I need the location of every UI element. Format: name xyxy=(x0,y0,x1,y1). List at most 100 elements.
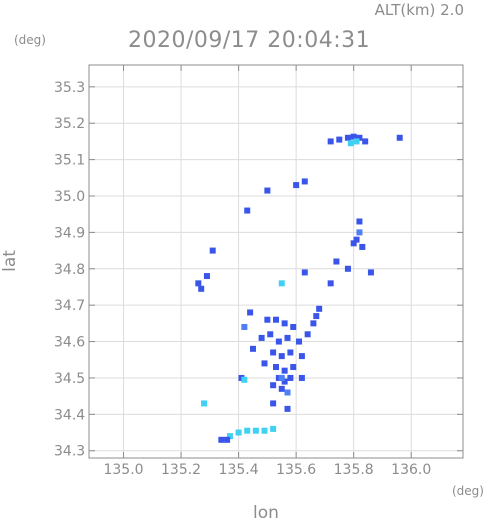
echo-point xyxy=(209,247,216,254)
echo-point xyxy=(396,134,403,141)
x-unit-label: (deg) xyxy=(452,484,484,498)
altitude-header: ALT(km) 2.0 xyxy=(375,1,464,19)
echo-points xyxy=(195,133,403,443)
echo-point xyxy=(356,229,363,236)
echo-point xyxy=(270,400,277,407)
echo-point xyxy=(336,136,343,143)
echo-point xyxy=(261,427,268,434)
echo-point xyxy=(235,429,242,436)
echo-point xyxy=(301,269,308,276)
x-tick-label: 135.4 xyxy=(219,462,259,478)
echo-point xyxy=(264,187,271,194)
echo-point xyxy=(273,364,279,371)
echo-point xyxy=(344,265,351,272)
echo-point xyxy=(226,433,233,440)
y-tick-label: 35.3 xyxy=(54,80,85,96)
echo-point xyxy=(252,427,259,434)
echo-point xyxy=(281,367,288,374)
x-tick-label: 135.2 xyxy=(161,462,201,478)
echo-point xyxy=(290,324,297,330)
echo-point xyxy=(244,207,251,214)
echo-point xyxy=(333,258,340,265)
echo-point xyxy=(284,405,291,412)
echo-point xyxy=(327,138,334,145)
echo-point xyxy=(244,427,251,434)
echo-point xyxy=(353,236,360,243)
echo-point xyxy=(356,134,363,141)
plot-area xyxy=(88,64,464,459)
echo-point xyxy=(224,436,231,443)
echo-point xyxy=(270,425,277,432)
echo-point xyxy=(301,178,308,185)
y-tick-label: 34.4 xyxy=(54,407,85,423)
echo-point xyxy=(278,280,285,287)
echo-point xyxy=(359,243,366,250)
echo-point xyxy=(362,138,369,145)
echo-point xyxy=(304,331,311,338)
echo-point xyxy=(261,360,268,367)
y-tick-label: 35.1 xyxy=(54,153,85,169)
echo-point xyxy=(275,338,282,345)
y-tick-label: 34.3 xyxy=(54,444,85,460)
echo-point xyxy=(273,316,279,323)
y-tick-label: 34.5 xyxy=(54,371,85,387)
echo-point xyxy=(249,345,256,352)
echo-point xyxy=(287,374,294,381)
echo-point xyxy=(287,349,294,356)
echo-point xyxy=(241,324,248,330)
echo-point xyxy=(298,374,305,381)
y-tick-labels: 34.3 34.4 34.5 34.6 34.7 34.8 34.9 35.0 35.1 35.2… xyxy=(54,80,85,460)
echo-point xyxy=(298,353,305,360)
echo-point xyxy=(281,378,288,385)
echo-point xyxy=(356,218,363,225)
echo-point xyxy=(278,374,285,381)
y-tick-label: 35.2 xyxy=(54,116,85,132)
echo-point xyxy=(281,320,288,327)
ticks xyxy=(89,65,463,458)
echo-point xyxy=(241,376,248,383)
x-tick-label: 135.0 xyxy=(103,462,143,478)
x-tick-labels: 135.0 135.2 135.4 135.6 135.8 136.0 xyxy=(103,462,431,478)
echo-point xyxy=(195,280,202,287)
echo-point xyxy=(267,331,274,338)
echo-point xyxy=(264,316,271,323)
y-axis-label: lat xyxy=(0,250,20,272)
x-tick-label: 135.8 xyxy=(334,462,374,478)
chart-title: 2020/09/17 20:04:31 xyxy=(128,28,370,53)
echo-point xyxy=(278,385,285,392)
y-tick-label: 34.8 xyxy=(54,262,85,278)
y-tick-label: 34.7 xyxy=(54,298,85,314)
echo-point xyxy=(284,334,291,341)
x-axis-label: lon xyxy=(253,503,279,521)
y-unit-label: (deg) xyxy=(14,33,46,47)
y-tick-label: 35.0 xyxy=(54,189,85,205)
echo-point xyxy=(290,364,297,371)
echo-point xyxy=(270,349,277,356)
echo-point xyxy=(327,280,334,287)
echo-point xyxy=(201,400,208,407)
y-tick-label: 34.6 xyxy=(54,335,85,351)
echo-point xyxy=(367,269,374,276)
echo-point xyxy=(316,305,323,312)
echo-point xyxy=(218,436,225,443)
echo-point xyxy=(344,134,351,141)
grid xyxy=(89,65,463,458)
echo-point xyxy=(296,338,303,345)
echo-point xyxy=(293,182,300,189)
echo-point xyxy=(203,273,210,280)
echo-point xyxy=(350,240,357,247)
echo-point xyxy=(278,353,285,360)
echo-point xyxy=(353,138,360,145)
x-tick-label: 135.6 xyxy=(276,462,316,478)
y-tick-label: 34.9 xyxy=(54,225,85,241)
echo-point xyxy=(310,320,317,327)
echo-point xyxy=(347,140,354,147)
echo-point xyxy=(350,133,357,140)
echo-point xyxy=(284,389,291,396)
echo-point xyxy=(247,309,254,316)
echo-point xyxy=(258,334,265,341)
echo-point xyxy=(313,313,320,320)
echo-point xyxy=(198,285,205,292)
echo-point xyxy=(270,382,277,389)
